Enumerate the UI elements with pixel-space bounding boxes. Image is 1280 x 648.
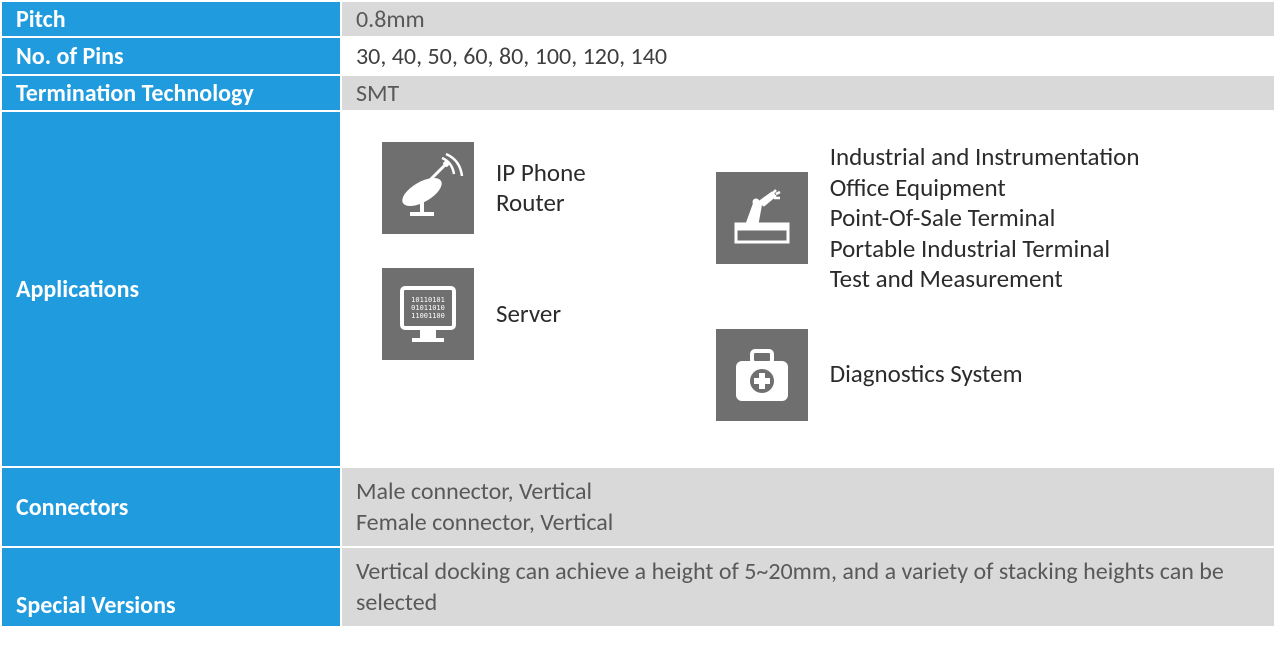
label-pitch: Pitch bbox=[2, 2, 342, 36]
svg-text:11001100: 11001100 bbox=[411, 312, 445, 320]
connectors-line1: Male connector, Vertical bbox=[356, 476, 592, 507]
app-text-ipphone: IP Phone Router bbox=[496, 158, 586, 219]
value-termination: SMT bbox=[342, 76, 1274, 110]
row-termination: Termination Technology SMT bbox=[2, 76, 1274, 112]
app-line: Portable Industrial Terminal bbox=[830, 234, 1140, 265]
row-connectors: Connectors Male connector, Vertical Fema… bbox=[2, 468, 1274, 548]
label-special: Special Versions bbox=[2, 548, 342, 626]
row-applications: Applications bbox=[2, 112, 1274, 468]
app-item-industrial: Industrial and Instrumentation Office Eq… bbox=[716, 142, 1140, 295]
app-line: Office Equipment bbox=[830, 173, 1140, 204]
applications-content: IP Phone Router 10110101 bbox=[342, 112, 1274, 466]
app-text-server: Server bbox=[496, 299, 561, 330]
satellite-dish-icon bbox=[382, 142, 474, 234]
spec-table: Pitch 0.8mm No. of Pins 30, 40, 50, 60, … bbox=[0, 0, 1276, 628]
label-pins: No. of Pins bbox=[2, 38, 342, 74]
value-special: Vertical docking can achieve a height of… bbox=[342, 548, 1274, 626]
industrial-robot-icon bbox=[716, 172, 808, 264]
applications-grid: IP Phone Router 10110101 bbox=[382, 142, 1234, 421]
label-termination: Termination Technology bbox=[2, 76, 342, 110]
app-line: IP Phone bbox=[496, 158, 586, 189]
value-pins: 30, 40, 50, 60, 80, 100, 120, 140 bbox=[342, 38, 1274, 74]
row-pitch: Pitch 0.8mm bbox=[2, 2, 1274, 38]
app-item-server: 10110101 01011010 11001100 Server bbox=[382, 268, 586, 360]
connectors-line2: Female connector, Vertical bbox=[356, 507, 613, 538]
app-line: Industrial and Instrumentation bbox=[830, 142, 1140, 173]
applications-col-left: IP Phone Router 10110101 bbox=[382, 142, 586, 421]
svg-text:10110101: 10110101 bbox=[411, 296, 445, 304]
app-line: Diagnostics System bbox=[830, 359, 1023, 390]
row-special: Special Versions Vertical docking can ac… bbox=[2, 548, 1274, 626]
label-applications: Applications bbox=[2, 112, 342, 466]
value-pitch: 0.8mm bbox=[342, 2, 1274, 36]
row-pins: No. of Pins 30, 40, 50, 60, 80, 100, 120… bbox=[2, 38, 1274, 76]
app-line: Test and Measurement bbox=[830, 264, 1140, 295]
app-line: Point-Of-Sale Terminal bbox=[830, 203, 1140, 234]
server-monitor-icon: 10110101 01011010 11001100 bbox=[382, 268, 474, 360]
label-connectors: Connectors bbox=[2, 468, 342, 546]
medical-kit-icon bbox=[716, 329, 808, 421]
applications-col-right: Industrial and Instrumentation Office Eq… bbox=[716, 142, 1140, 421]
app-line: Server bbox=[496, 299, 561, 330]
app-line: Router bbox=[496, 188, 586, 219]
svg-text:01011010: 01011010 bbox=[411, 304, 445, 312]
value-connectors: Male connector, Vertical Female connecto… bbox=[342, 468, 1274, 546]
app-text-diagnostics: Diagnostics System bbox=[830, 359, 1023, 390]
app-text-industrial: Industrial and Instrumentation Office Eq… bbox=[830, 142, 1140, 295]
app-item-diagnostics: Diagnostics System bbox=[716, 329, 1140, 421]
app-item-ipphone: IP Phone Router bbox=[382, 142, 586, 234]
